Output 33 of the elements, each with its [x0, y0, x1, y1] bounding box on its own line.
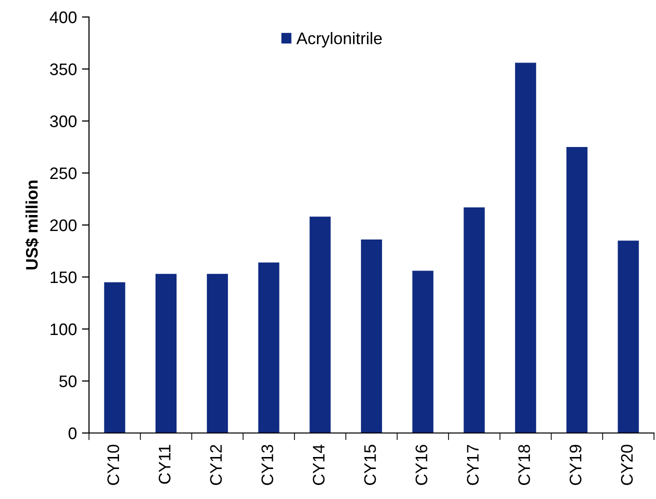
y-tick-label: 100	[50, 323, 77, 336]
x-tick-label: CY20	[620, 444, 633, 485]
x-tick-label: CY19	[570, 444, 582, 485]
x-tick-label: CY14	[312, 444, 325, 485]
y-tick-label: 250	[50, 167, 77, 180]
bar	[464, 207, 485, 433]
x-tick-label: CY13	[261, 444, 274, 485]
y-tick-label: 200	[50, 219, 77, 232]
bar	[618, 240, 639, 433]
bar	[310, 216, 331, 433]
x-tick-label: CY11	[158, 444, 171, 484]
bar	[515, 62, 536, 433]
y-tick-label: 350	[50, 63, 77, 76]
bar	[206, 274, 228, 433]
bar	[360, 240, 382, 433]
y-tick-label: 50	[59, 375, 77, 388]
bar	[104, 282, 126, 433]
x-tick-label: CY15	[364, 444, 376, 485]
bar	[156, 274, 177, 433]
x-tick-label: CY16	[416, 444, 428, 485]
x-tick-label: CY10	[107, 444, 120, 485]
y-axis-title: US$ million	[25, 180, 39, 270]
y-tick-label: 150	[50, 271, 77, 284]
x-tick-label: CY12	[210, 444, 222, 485]
x-tick-label: CY18	[518, 444, 530, 485]
x-tick-label: CY17	[466, 444, 479, 485]
bar	[412, 270, 434, 433]
y-tick-label: 0	[68, 427, 77, 440]
legend-label: Acrylonitrile	[296, 32, 382, 48]
y-tick-label: 300	[50, 115, 77, 128]
y-tick-label: 400	[50, 11, 77, 24]
bar	[258, 262, 280, 433]
bar	[566, 147, 588, 433]
